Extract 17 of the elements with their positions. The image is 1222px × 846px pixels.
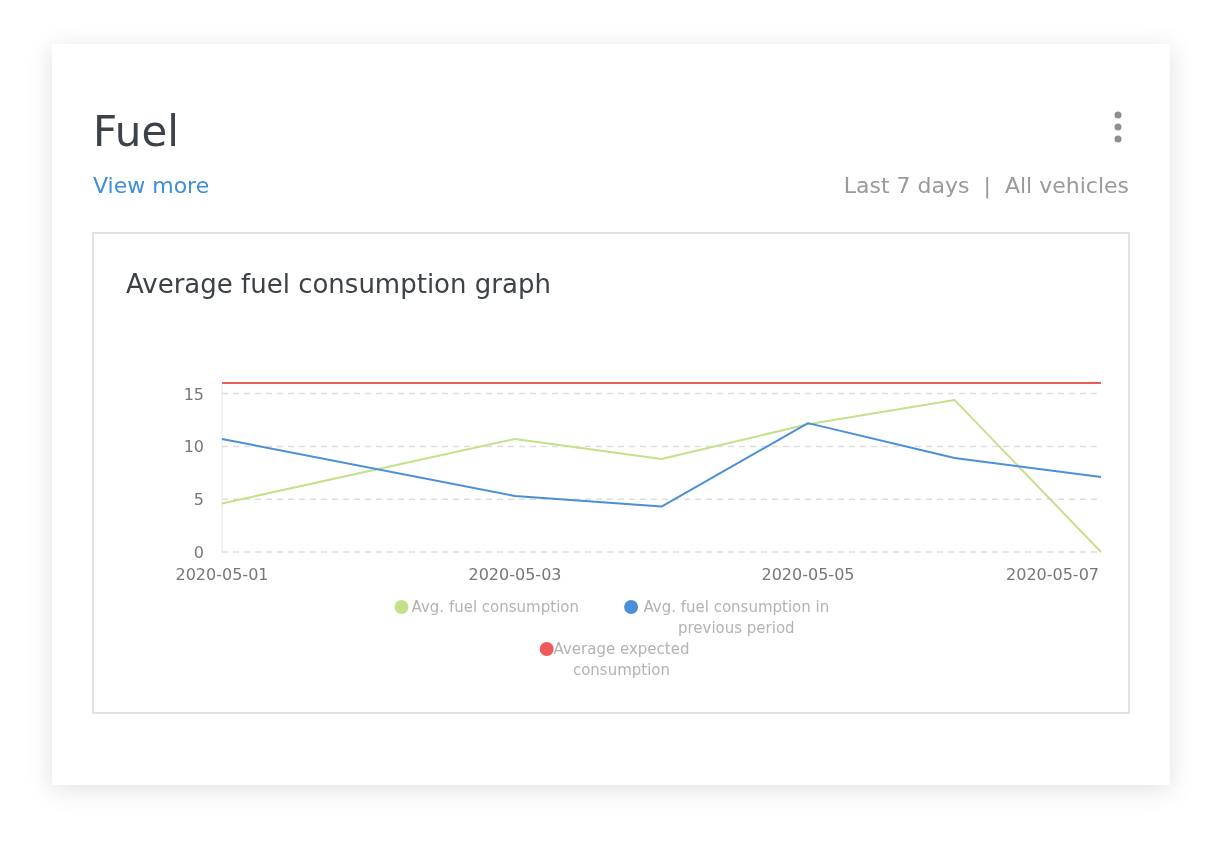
legend-label: Average expected consumption [553, 640, 690, 679]
x-tick-label: 2020-05-07 [1006, 565, 1099, 584]
text: Last 7 days | All vehicles [843, 173, 1129, 199]
line-series [221, 398, 1102, 553]
y-tick-label: 15 [183, 384, 204, 404]
x-tick-label: 2020-05-03 [468, 565, 562, 584]
x-tick-label: 2020-05-05 [761, 565, 855, 584]
text: View more [93, 173, 210, 198]
y-tick-label: 10 [183, 437, 204, 457]
legend-label: Avg. fuel consumption in previous period [643, 598, 830, 637]
x-tick-label: 2020-05-01 [175, 565, 269, 584]
y-tick-label: 0 [193, 543, 204, 562]
y-tick-label: 5 [193, 490, 204, 510]
chart-title: Average fuel consumption graph [126, 269, 551, 299]
text: Fuel [93, 107, 179, 156]
legend-label: Avg. fuel consumption [411, 598, 579, 616]
line-series [221, 422, 1102, 508]
